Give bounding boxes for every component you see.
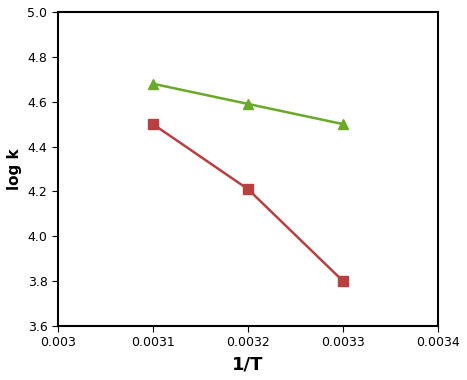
X-axis label: 1/T: 1/T	[232, 355, 264, 373]
Y-axis label: log k: log k	[7, 148, 22, 190]
